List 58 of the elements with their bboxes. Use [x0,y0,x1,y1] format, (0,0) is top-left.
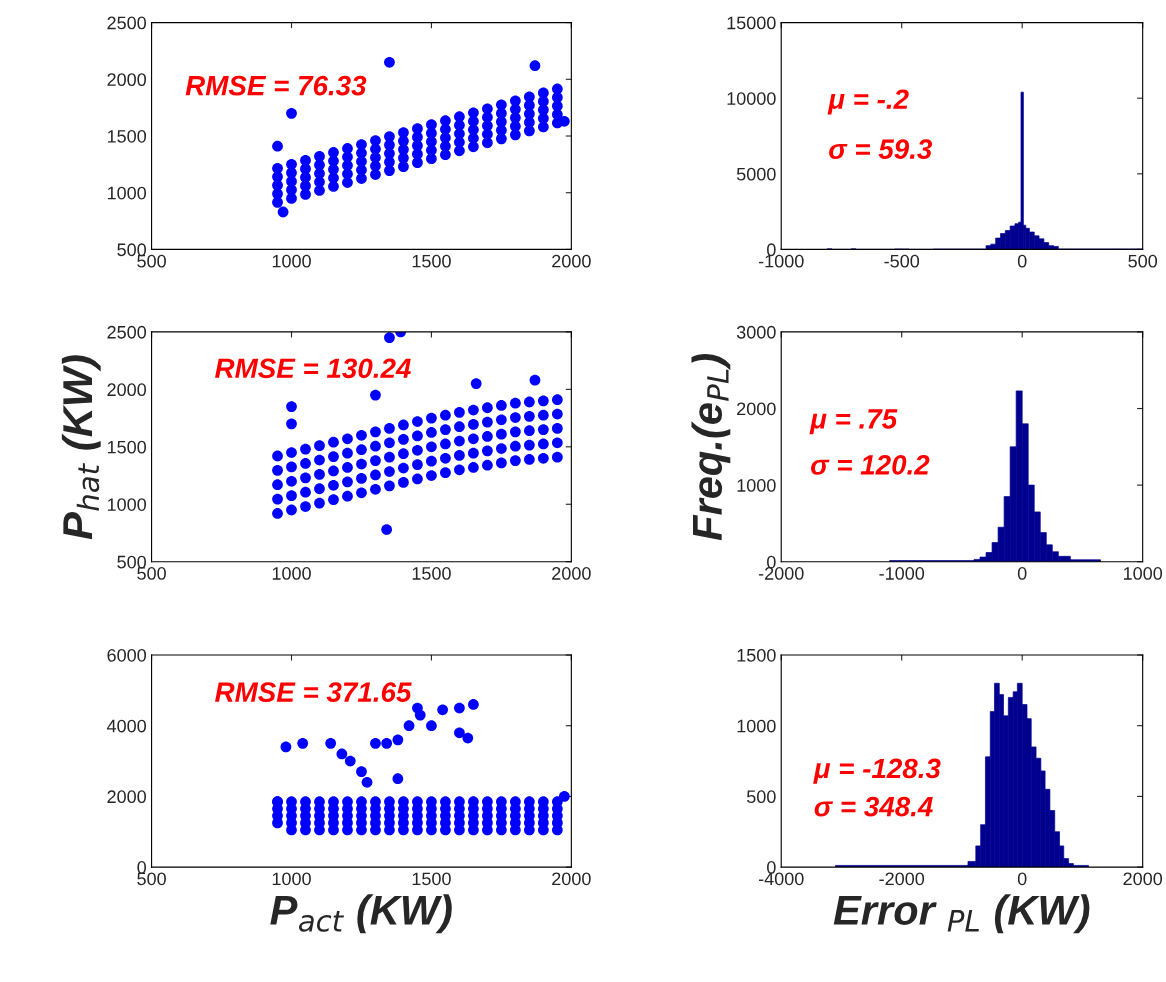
x-tick-label: 2000 [552,567,591,580]
x-tick-label: 500 [1128,254,1158,268]
x-tick-label: -2000 [758,567,804,580]
y-tick-label: 5000 [736,167,776,181]
y-axis-title: Freq.(e$_{PL}$) [691,354,731,541]
y-tick-label: 1500 [737,648,776,662]
annotation: μ = -128.3 [813,758,941,784]
x-tick-label: 500 [137,567,166,580]
y-tick-label: 1000 [107,498,147,511]
y-tick-label: 2500 [107,325,147,339]
y-tick-label: 1000 [737,719,776,733]
x-tick-label: -1000 [879,567,925,580]
x-tick-label: 0 [1017,872,1027,886]
annotation: RMSE = 130.24 [215,358,411,379]
annotation: μ = -.2 [827,89,909,115]
y-tick-label: 500 [117,555,147,569]
y-tick-label: 10000 [727,92,776,105]
y-tick-label: 15000 [727,16,776,30]
y-tick-label: 1500 [107,440,147,454]
x-axis-title: P$_{act}$ (KW) [270,894,452,934]
x-tick-label: 2000 [552,254,591,268]
y-tick-label: 1500 [107,129,147,143]
annotation: σ = 120.2 [811,454,930,475]
x-tick-label: -500 [884,254,920,268]
annotation: μ = .75 [809,409,898,435]
y-tick-label: 2500 [107,16,147,30]
annotation: RMSE = 371.65 [215,682,412,702]
y-tick-label: 2000 [107,73,147,87]
y-tick-label: 2000 [107,790,147,804]
x-tick-label: 1500 [412,254,451,268]
x-tick-label: 0 [1017,567,1027,580]
y-tick-label: 2000 [737,402,776,416]
x-tick-label: 1000 [272,872,311,886]
annotation: RMSE = 76.33 [185,75,367,96]
annotation: σ = 59.3 [829,139,933,159]
y-tick-label: 0 [767,555,776,569]
x-tick-label: -4000 [758,872,804,886]
x-tick-label: 2000 [552,872,591,886]
x-tick-label: 1500 [412,567,451,580]
x-tick-label: 1000 [272,567,311,580]
y-tick-label: 3000 [736,325,776,339]
x-tick-label: 1000 [272,254,311,268]
annotation: σ = 348.4 [814,796,933,817]
y-tick-label: 2000 [107,383,147,397]
y-tick-label: 6000 [107,648,147,662]
y-axis-title: P$_{hat}$ (KW) [61,355,101,540]
x-tick-label: 1000 [1123,567,1163,580]
y-tick-label: 1000 [107,186,147,200]
y-tick-label: 1000 [737,479,776,492]
y-tick-label: 0 [767,861,776,874]
x-tick-label: 1500 [412,872,451,886]
x-tick-label: 0 [1017,254,1027,268]
x-axis-title: Error $_{PL}$ (KW) [833,894,1090,934]
x-tick-label: -2000 [879,872,925,886]
y-tick-label: 500 [746,790,776,804]
x-tick-label: 2000 [1123,872,1163,886]
y-tick-label: 4000 [106,719,147,733]
x-tick-label: 500 [137,872,166,886]
